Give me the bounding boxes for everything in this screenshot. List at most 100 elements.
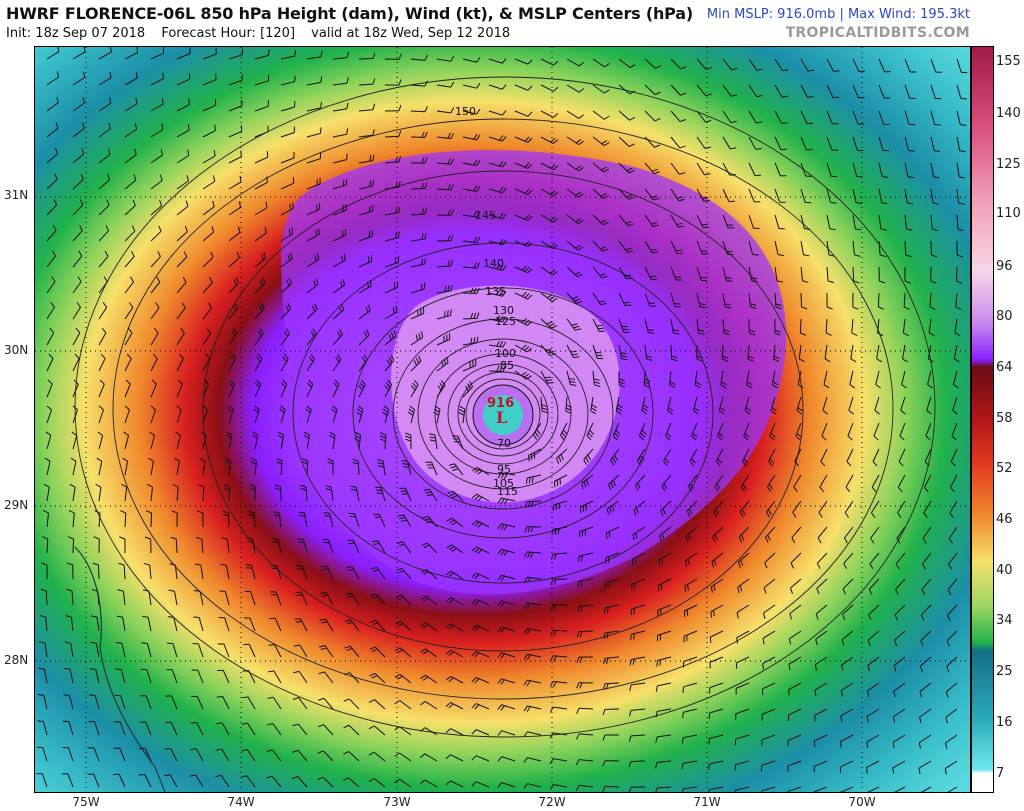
wind-barb [896, 526, 906, 539]
wind-barb [788, 708, 802, 716]
wind-barb [122, 591, 126, 606]
wind-barb [814, 734, 828, 742]
wind-barb-flag [337, 354, 342, 360]
wind-barb-flag [130, 250, 135, 257]
wind-barb [462, 214, 477, 218]
wind-barb-flag [696, 358, 703, 362]
wind-barb [565, 396, 568, 411]
wind-barb-flag [545, 348, 552, 352]
wind-barb [501, 652, 516, 658]
wind-barb-flag [816, 588, 820, 595]
wind-barb [897, 474, 906, 488]
wind-barb [852, 136, 858, 151]
wind-barb [358, 83, 374, 86]
wind-barb-flag [368, 304, 371, 311]
wind-barb-flag [149, 431, 155, 436]
wind-barb [43, 695, 48, 710]
wind-barb-flag [825, 332, 832, 336]
wind-barb-flag [327, 461, 334, 465]
wind-barb-flag [321, 594, 328, 597]
wind-barb-flag [292, 697, 299, 700]
wind-barb [306, 435, 310, 450]
wind-barb-flag [314, 255, 317, 262]
wind-barb-flag [254, 382, 260, 388]
wind-barb-flag [372, 78, 376, 85]
wind-barb-flag [450, 309, 452, 316]
wind-barb [528, 448, 542, 456]
wind-barb [735, 786, 750, 791]
wind-barb [436, 136, 451, 140]
wind-barb-flag [676, 196, 683, 199]
wind-barb-flag [476, 336, 479, 343]
wind-barb-flag [897, 486, 903, 493]
wind-barb-flag [737, 561, 741, 568]
wind-barb [424, 753, 438, 762]
wind-barb-flag [625, 247, 632, 251]
wind-barb-flag [260, 302, 265, 309]
wind-barb [228, 156, 242, 164]
wind-barb [176, 78, 190, 86]
wind-barb-flag [424, 157, 428, 164]
wind-barb [771, 370, 776, 385]
wind-barb-flag [623, 301, 630, 304]
wind-barb [150, 154, 163, 164]
wind-barb-flag [501, 58, 507, 64]
wind-barb [98, 255, 109, 268]
wind-barb-flag [91, 588, 98, 592]
wind-barb-flag [526, 347, 533, 353]
wind-barb [410, 336, 424, 346]
wind-barb-flag [743, 458, 749, 464]
wind-barb-flag [897, 512, 902, 518]
wind-barb-flag [241, 748, 248, 752]
wind-barb-flag [266, 176, 268, 183]
wind-barb-flag [694, 384, 701, 389]
wind-barb-flag [473, 312, 477, 319]
wind-barb-flag [42, 509, 49, 514]
wind-barb [683, 786, 698, 790]
wind-barb-flag [249, 484, 256, 488]
wind-barb [68, 747, 74, 762]
wind-barb [895, 578, 906, 590]
wind-barb-flag [550, 216, 556, 221]
wind-barb-flag [625, 304, 632, 307]
wind-barb [843, 526, 854, 539]
wind-barb [176, 461, 180, 476]
wind-barb [945, 708, 958, 718]
wind-barb [817, 526, 828, 539]
wind-barb-flag [397, 623, 404, 627]
wind-barb-flag [958, 202, 965, 205]
wind-barb [866, 760, 880, 768]
wind-barb-flag [205, 353, 210, 359]
wind-barb [817, 552, 828, 564]
wind-barb-flag [655, 685, 658, 692]
wind-barb-flag [960, 124, 967, 126]
wind-barb [527, 731, 542, 736]
wind-barb-flag [629, 684, 632, 691]
wind-barb-flag [441, 360, 444, 367]
lat-label-28n: 28N [4, 653, 29, 667]
wind-barb [892, 734, 906, 743]
wind-barb-flag [600, 219, 607, 224]
wind-barb-flag [338, 306, 342, 313]
wind-barb-flag [745, 407, 752, 412]
wind-barb-flag [880, 228, 887, 231]
wind-barb [169, 774, 178, 788]
wind-barb-flag [185, 200, 189, 207]
wind-barb-flag [712, 610, 715, 617]
wind-barb-flag [470, 287, 474, 294]
wind-barb [501, 730, 516, 736]
wind-barb [94, 695, 100, 710]
wind-barb [872, 448, 880, 462]
wind-barb-flag [301, 461, 308, 465]
wind-barb-flag [207, 302, 212, 309]
wind-barb-flag [552, 191, 559, 197]
wind-barb-flag [742, 461, 747, 467]
wind-barb-flag [403, 466, 410, 468]
wind-barb [119, 721, 126, 736]
wind-barb [174, 565, 178, 580]
wind-barb-flag [451, 495, 458, 499]
wind-barb [644, 266, 652, 280]
wind-barb-flag [576, 273, 583, 278]
wind-barb [744, 396, 750, 411]
wind-barb [98, 51, 112, 60]
